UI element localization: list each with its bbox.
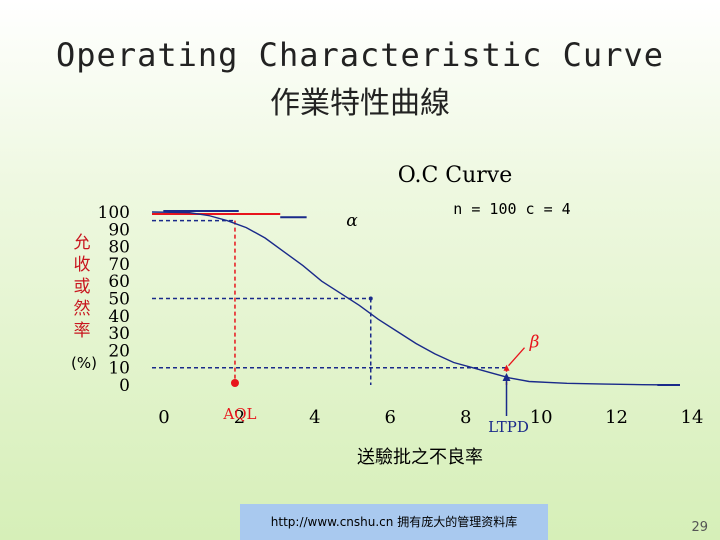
- beta-pointer-line: [508, 347, 526, 367]
- y-tick-label: 70: [108, 255, 130, 275]
- oc-curve-line: [151, 211, 681, 386]
- x-tick-labels: 0 2 4 6 8 10 12 14: [158, 407, 703, 428]
- y-tick-label: 20: [108, 341, 130, 361]
- y-axis-label-char: 率: [74, 321, 91, 341]
- x-tick-label: 0: [158, 407, 169, 428]
- aql-label: AQL: [222, 405, 256, 423]
- page-number: 29: [691, 520, 708, 535]
- x-axis-label: 送驗批之不良率: [357, 447, 483, 468]
- y-tick-label: 0: [119, 376, 130, 396]
- slide-title-english: Operating Characteristic Curve: [56, 36, 664, 74]
- markers: AQL LTPD α β: [222, 211, 539, 436]
- x-tick-label: 2: [234, 407, 245, 428]
- mid-point-marker: [368, 296, 373, 301]
- beta-arrow-head: [503, 364, 510, 371]
- y-axis-label-unit: (%): [71, 354, 97, 372]
- y-tick-label: 30: [108, 324, 130, 344]
- footer-banner: http://www.cnshu.cn 拥有庞大的管理资料库: [240, 504, 548, 540]
- ltpd-arrow-head: [502, 373, 511, 381]
- y-tick-label: 80: [108, 238, 130, 258]
- chart-title: O.C Curve: [398, 163, 513, 188]
- x-tick-label: 8: [460, 407, 471, 428]
- y-tick-label: 60: [108, 272, 130, 292]
- chart-params: n = 100 c = 4: [453, 200, 570, 218]
- y-axis-label-char: 允: [74, 233, 91, 253]
- y-tick-label: 100: [98, 203, 130, 223]
- x-tick-label: 14: [681, 407, 704, 428]
- y-tick-label: 10: [108, 359, 130, 379]
- x-tick-label: 4: [309, 407, 320, 428]
- y-axis-label-char: 收: [74, 255, 91, 275]
- y-tick-label: 50: [108, 290, 130, 310]
- x-tick-label: 10: [530, 407, 553, 428]
- y-tick-label: 40: [108, 307, 130, 327]
- slide-title-chinese: 作業特性曲線: [270, 86, 450, 121]
- guide-lines: [152, 210, 680, 386]
- beta-label: β: [529, 333, 540, 353]
- aql-dot-marker: [230, 379, 239, 387]
- y-axis-label-char: 然: [74, 299, 91, 319]
- alpha-label: α: [346, 211, 358, 231]
- y-axis-label-char: 或: [74, 277, 91, 297]
- x-tick-label: 12: [605, 407, 628, 428]
- ltpd-label: LTPD: [488, 418, 529, 436]
- x-tick-label: 6: [385, 407, 396, 428]
- y-tick-label: 90: [108, 220, 130, 240]
